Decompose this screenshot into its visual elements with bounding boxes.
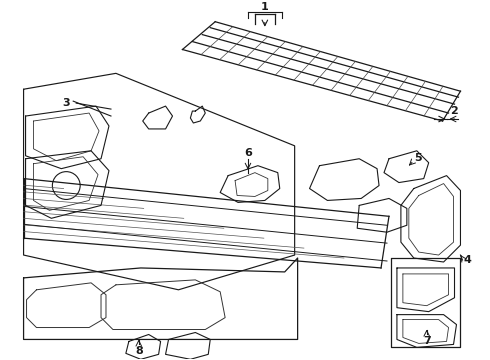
Text: 3: 3 <box>62 98 70 108</box>
Text: 2: 2 <box>450 106 458 116</box>
Text: 6: 6 <box>244 148 252 158</box>
Text: 7: 7 <box>423 337 431 346</box>
Text: 5: 5 <box>414 153 421 163</box>
Text: 1: 1 <box>261 2 269 12</box>
Text: 8: 8 <box>135 346 143 356</box>
Text: 4: 4 <box>464 255 471 265</box>
